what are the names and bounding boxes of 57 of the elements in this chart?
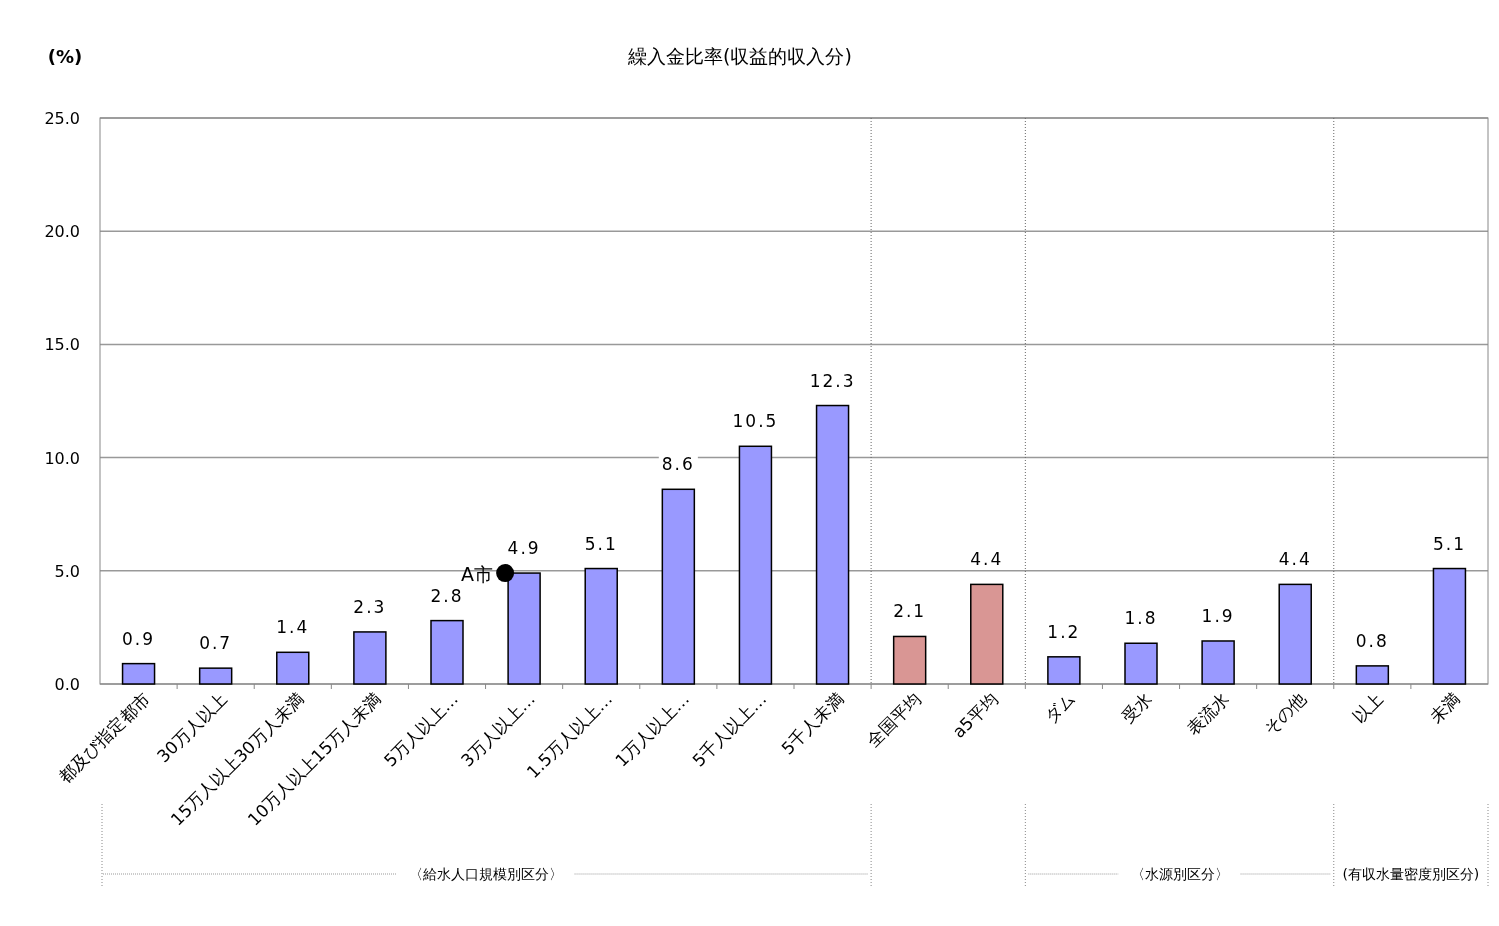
data-label: 10.5 [732,411,779,432]
bar [1355,665,1390,685]
bar [276,651,310,685]
bar [1201,640,1235,685]
y-tick-label: 25.0 [44,109,80,128]
y-tick-label: 15.0 [44,335,80,355]
bar [970,583,1004,685]
bar [1278,583,1312,685]
chart-title: 繰入金比率(収益的収入分) [627,45,852,67]
data-label: 1.4 [276,617,310,638]
x-tick-label: その他 [1259,688,1311,739]
x-tick-label: 全国平均 [862,688,925,751]
text: 〈給水人口規模別区分〉 [408,866,563,882]
bar [815,404,850,685]
x-tick-label: 受水 [1117,688,1156,727]
bar [584,567,618,685]
x-tick-label: 5千人未満 [777,688,848,759]
bar [1124,642,1158,685]
data-label: 5.1 [1432,533,1466,554]
data-label: 1.9 [1201,605,1235,626]
bar [430,619,464,685]
text: 〈水源別区分〉 [1130,866,1229,882]
bar [121,662,156,685]
data-label: 4.9 [507,538,541,559]
bar [353,631,387,685]
text: (有収水量密度別区分) [1342,866,1480,882]
y-axis-title: (%) [47,46,83,67]
bar [892,635,927,685]
bar [198,667,233,685]
data-label: 2.1 [893,601,927,622]
data-label: 12.3 [809,370,856,391]
data-label: 4.4 [970,549,1004,570]
x-tick-label: 5千人以上… [688,688,771,771]
data-label: 2.3 [353,596,387,617]
data-label: 1.2 [1047,621,1081,642]
bar [661,488,696,685]
y-tick-label: 20.0 [44,222,80,242]
data-label: 0.8 [1355,630,1389,651]
data-label: 1.8 [1124,608,1158,629]
data-label: 0.7 [199,633,233,654]
x-tick-label: 以上 [1348,688,1388,727]
data-label: 8.6 [661,454,695,475]
x-tick-label: 未満 [1426,688,1465,727]
series-label: A市 [461,563,494,586]
x-tick-label: 表流水 [1182,688,1233,739]
x-tick-label: a5平均 [948,688,1002,742]
y-tick-label: 5.0 [54,561,80,581]
x-tick-label: ダム [1040,688,1079,727]
data-label: 5.1 [584,533,618,554]
data-label: 2.8 [430,585,464,606]
y-tick-label: 0.0 [54,675,80,694]
bar [1047,656,1081,685]
data-label: 4.4 [1278,549,1312,570]
data-label: 0.9 [122,628,156,649]
bar [738,445,773,685]
bar [1432,567,1467,685]
y-tick-label: 10.0 [44,448,80,468]
